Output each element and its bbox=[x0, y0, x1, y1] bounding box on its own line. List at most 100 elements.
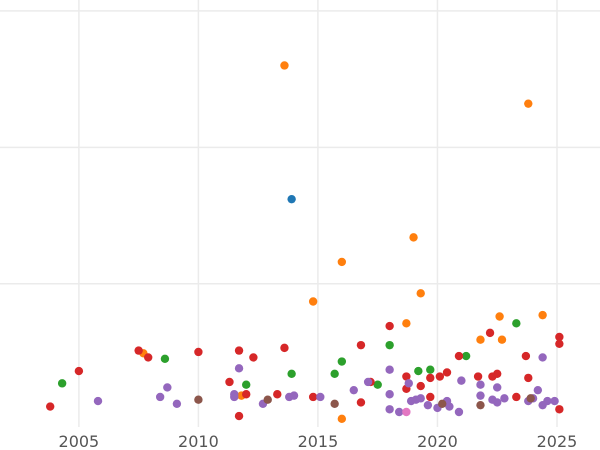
data-point bbox=[234, 411, 244, 421]
data-point bbox=[273, 390, 282, 399]
data-point bbox=[337, 357, 347, 366]
data-point bbox=[404, 379, 413, 388]
data-point bbox=[395, 407, 404, 417]
x-axis-ticks: 2005 2010 2015 2020 2025 bbox=[59, 432, 578, 450]
data-point bbox=[521, 351, 531, 361]
data-point bbox=[476, 335, 485, 344]
data-point bbox=[93, 396, 103, 406]
data-point bbox=[225, 377, 234, 387]
data-point bbox=[550, 396, 559, 406]
data-point bbox=[330, 369, 339, 378]
data-point bbox=[497, 335, 507, 344]
data-point bbox=[356, 340, 366, 350]
data-point bbox=[461, 351, 471, 361]
data-point bbox=[402, 319, 411, 328]
data-point bbox=[287, 194, 296, 204]
data-point bbox=[234, 364, 244, 373]
data-point bbox=[385, 340, 394, 350]
data-point bbox=[485, 328, 495, 338]
data-point bbox=[249, 353, 258, 362]
data-point bbox=[438, 399, 447, 409]
data-point bbox=[526, 394, 535, 403]
data-point bbox=[144, 353, 153, 362]
data-point bbox=[426, 365, 435, 374]
data-point bbox=[512, 392, 521, 402]
data-point bbox=[414, 366, 423, 376]
x-tick-label: 2015 bbox=[298, 432, 339, 450]
data-point bbox=[363, 377, 373, 387]
data-point bbox=[45, 402, 55, 411]
data-point bbox=[402, 372, 411, 381]
data-point bbox=[495, 312, 504, 321]
data-point bbox=[194, 347, 203, 357]
data-point bbox=[242, 390, 251, 399]
x-tick-label: 2005 bbox=[59, 432, 100, 450]
data-point bbox=[57, 379, 67, 388]
data-points bbox=[45, 61, 564, 424]
data-point bbox=[163, 383, 172, 392]
data-point bbox=[287, 369, 296, 378]
data-point bbox=[416, 381, 425, 391]
data-point bbox=[242, 380, 251, 389]
data-point bbox=[337, 414, 347, 424]
data-point bbox=[555, 339, 564, 348]
data-point bbox=[524, 373, 533, 383]
x-tick-label: 2025 bbox=[537, 432, 578, 450]
data-point bbox=[308, 297, 318, 306]
data-point bbox=[500, 394, 509, 403]
data-point bbox=[74, 366, 84, 376]
data-point bbox=[349, 385, 358, 395]
data-point bbox=[493, 398, 502, 407]
data-point bbox=[555, 332, 564, 342]
data-point bbox=[337, 257, 347, 267]
data-point bbox=[423, 400, 433, 410]
data-point bbox=[289, 391, 299, 400]
data-point bbox=[538, 310, 547, 320]
data-point bbox=[445, 402, 454, 411]
data-point bbox=[230, 392, 239, 402]
data-point bbox=[435, 372, 445, 381]
data-point bbox=[426, 373, 435, 383]
data-point bbox=[373, 380, 382, 389]
data-point bbox=[160, 354, 170, 363]
data-point bbox=[172, 399, 182, 409]
data-point bbox=[385, 365, 394, 374]
data-point bbox=[280, 343, 289, 353]
data-point bbox=[263, 395, 272, 404]
data-point bbox=[409, 233, 418, 242]
data-point bbox=[356, 398, 366, 407]
data-point bbox=[426, 392, 435, 402]
x-tick-label: 2010 bbox=[178, 432, 219, 450]
data-point bbox=[385, 405, 394, 414]
data-point bbox=[280, 61, 289, 70]
data-point bbox=[476, 400, 485, 410]
data-point bbox=[473, 372, 483, 381]
data-point bbox=[476, 391, 485, 400]
data-point bbox=[416, 394, 425, 403]
data-point bbox=[533, 385, 543, 395]
data-point bbox=[316, 392, 325, 402]
data-point bbox=[330, 399, 339, 409]
data-point bbox=[402, 407, 411, 417]
data-point bbox=[155, 392, 165, 402]
data-point bbox=[385, 321, 394, 331]
data-point bbox=[476, 380, 485, 389]
data-point bbox=[555, 405, 564, 414]
data-point bbox=[538, 353, 547, 362]
data-point bbox=[308, 392, 318, 402]
data-point bbox=[457, 376, 466, 385]
data-point bbox=[524, 99, 533, 108]
data-point bbox=[385, 390, 394, 399]
data-point bbox=[416, 289, 425, 298]
data-point bbox=[234, 346, 244, 355]
data-point bbox=[194, 395, 203, 404]
data-point bbox=[512, 319, 521, 328]
data-point bbox=[543, 396, 552, 406]
data-point bbox=[493, 369, 502, 378]
data-point bbox=[134, 346, 143, 355]
grid-lines bbox=[0, 0, 600, 427]
data-point bbox=[454, 351, 464, 361]
data-point bbox=[454, 407, 464, 417]
